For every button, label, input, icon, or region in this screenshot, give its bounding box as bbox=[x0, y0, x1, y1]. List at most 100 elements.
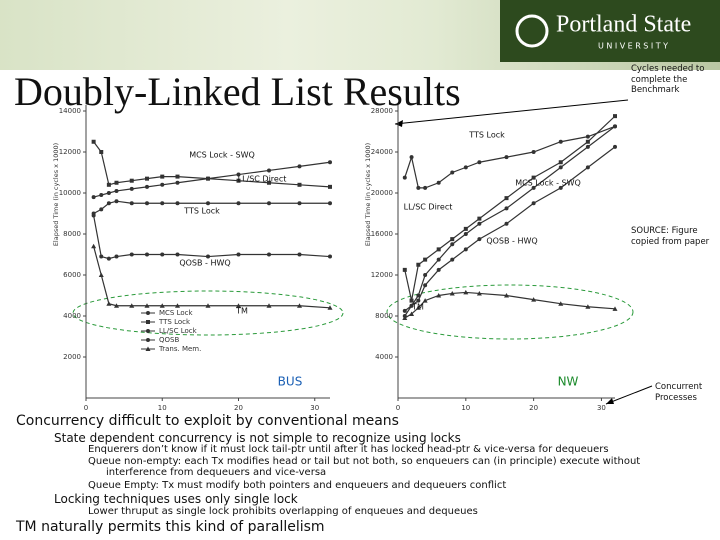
marker bbox=[463, 247, 468, 252]
marker bbox=[415, 305, 421, 310]
note: Cycles needed to complete the Benchmark bbox=[631, 64, 705, 96]
marker bbox=[450, 170, 455, 175]
marker bbox=[436, 257, 441, 262]
marker bbox=[402, 315, 408, 321]
marker bbox=[463, 232, 468, 236]
marker bbox=[99, 254, 104, 259]
marker bbox=[267, 168, 271, 173]
marker bbox=[297, 164, 302, 169]
y-tick-label: 16000 bbox=[371, 230, 393, 238]
arrow bbox=[605, 385, 653, 405]
marker bbox=[423, 257, 428, 262]
x-tick-label: 20 bbox=[529, 404, 538, 412]
marker bbox=[144, 303, 150, 308]
logo-name: Portland State bbox=[556, 12, 691, 38]
marker bbox=[146, 338, 150, 342]
marker bbox=[114, 254, 119, 259]
marker bbox=[129, 186, 134, 191]
marker bbox=[416, 262, 421, 267]
bullet: Enquerers don’t know if it must lock tai… bbox=[88, 444, 609, 455]
annotation: QOSB - HWQ bbox=[486, 237, 537, 246]
marker bbox=[416, 293, 421, 298]
annotation: QOSB - HWQ bbox=[179, 259, 230, 268]
marker bbox=[436, 247, 441, 252]
marker bbox=[504, 221, 509, 226]
annotation: MCS Lock - SWQ bbox=[515, 179, 581, 188]
note: SOURCE: Figure copied from paper bbox=[631, 226, 710, 247]
marker bbox=[236, 252, 241, 257]
marker bbox=[477, 237, 482, 242]
marker bbox=[409, 155, 414, 160]
y-tick-label: 8000 bbox=[63, 230, 81, 238]
marker bbox=[160, 201, 165, 206]
y-tick-label: 12000 bbox=[59, 148, 81, 156]
marker bbox=[297, 252, 302, 257]
logo-sub: UNIVERSITY bbox=[598, 42, 671, 51]
marker bbox=[145, 346, 151, 351]
x-tick-label: 30 bbox=[597, 404, 606, 412]
marker bbox=[463, 165, 468, 170]
marker bbox=[328, 184, 332, 189]
marker bbox=[450, 242, 455, 247]
marker bbox=[402, 175, 407, 180]
marker bbox=[266, 303, 272, 308]
marker bbox=[267, 201, 271, 206]
marker bbox=[463, 226, 468, 231]
annotation: TM bbox=[411, 303, 424, 312]
y-tick-label: 12000 bbox=[371, 271, 393, 279]
y-tick-label: 10000 bbox=[59, 189, 81, 197]
marker bbox=[613, 124, 617, 129]
annotation: LL/SC Direct bbox=[238, 175, 287, 184]
marker bbox=[531, 175, 536, 180]
marker bbox=[612, 306, 618, 311]
marker bbox=[205, 303, 211, 308]
marker bbox=[613, 144, 617, 149]
legend-label: MCS Lock bbox=[159, 309, 194, 317]
marker bbox=[267, 180, 271, 185]
series-line bbox=[404, 146, 616, 312]
marker bbox=[402, 308, 407, 313]
marker bbox=[531, 150, 536, 154]
marker bbox=[91, 213, 96, 218]
bullet: State dependent concurrency is not simpl… bbox=[54, 431, 461, 445]
marker bbox=[91, 243, 97, 249]
marker bbox=[613, 114, 617, 119]
marker bbox=[175, 180, 180, 185]
marker bbox=[175, 252, 180, 257]
y-tick-label: 24000 bbox=[371, 148, 393, 156]
series-line bbox=[93, 141, 331, 188]
marker bbox=[106, 182, 111, 187]
marker bbox=[416, 298, 421, 303]
x-tick-label: 10 bbox=[158, 404, 167, 412]
note-box: Cycles needed to complete the Benchmark bbox=[631, 64, 705, 96]
arrow-head bbox=[606, 398, 614, 404]
marker bbox=[146, 311, 150, 315]
marker bbox=[423, 273, 428, 277]
marker bbox=[423, 283, 428, 288]
legend-label: LL/SC Lock bbox=[159, 327, 198, 335]
marker bbox=[585, 139, 590, 144]
bullet: Queue non-empty: each Tx modifies head o… bbox=[88, 456, 641, 478]
marker bbox=[423, 185, 428, 190]
marker bbox=[504, 206, 509, 211]
marker bbox=[267, 252, 271, 257]
x-tick-label: 0 bbox=[84, 404, 88, 412]
marker bbox=[206, 201, 210, 206]
series-line bbox=[404, 291, 616, 319]
y-tick-label: 4000 bbox=[375, 353, 393, 361]
annotation: TTS Lock bbox=[468, 131, 505, 140]
marker bbox=[206, 176, 210, 181]
marker bbox=[558, 185, 563, 190]
y-tick-label: 2000 bbox=[63, 353, 81, 361]
x-tick-label: 20 bbox=[234, 404, 243, 412]
series-line bbox=[93, 246, 331, 309]
marker bbox=[129, 201, 134, 206]
marker bbox=[409, 311, 415, 316]
series-line bbox=[93, 215, 331, 260]
arrow-head bbox=[395, 120, 403, 127]
marker bbox=[477, 221, 482, 226]
marker bbox=[146, 320, 150, 324]
marker bbox=[175, 174, 180, 179]
